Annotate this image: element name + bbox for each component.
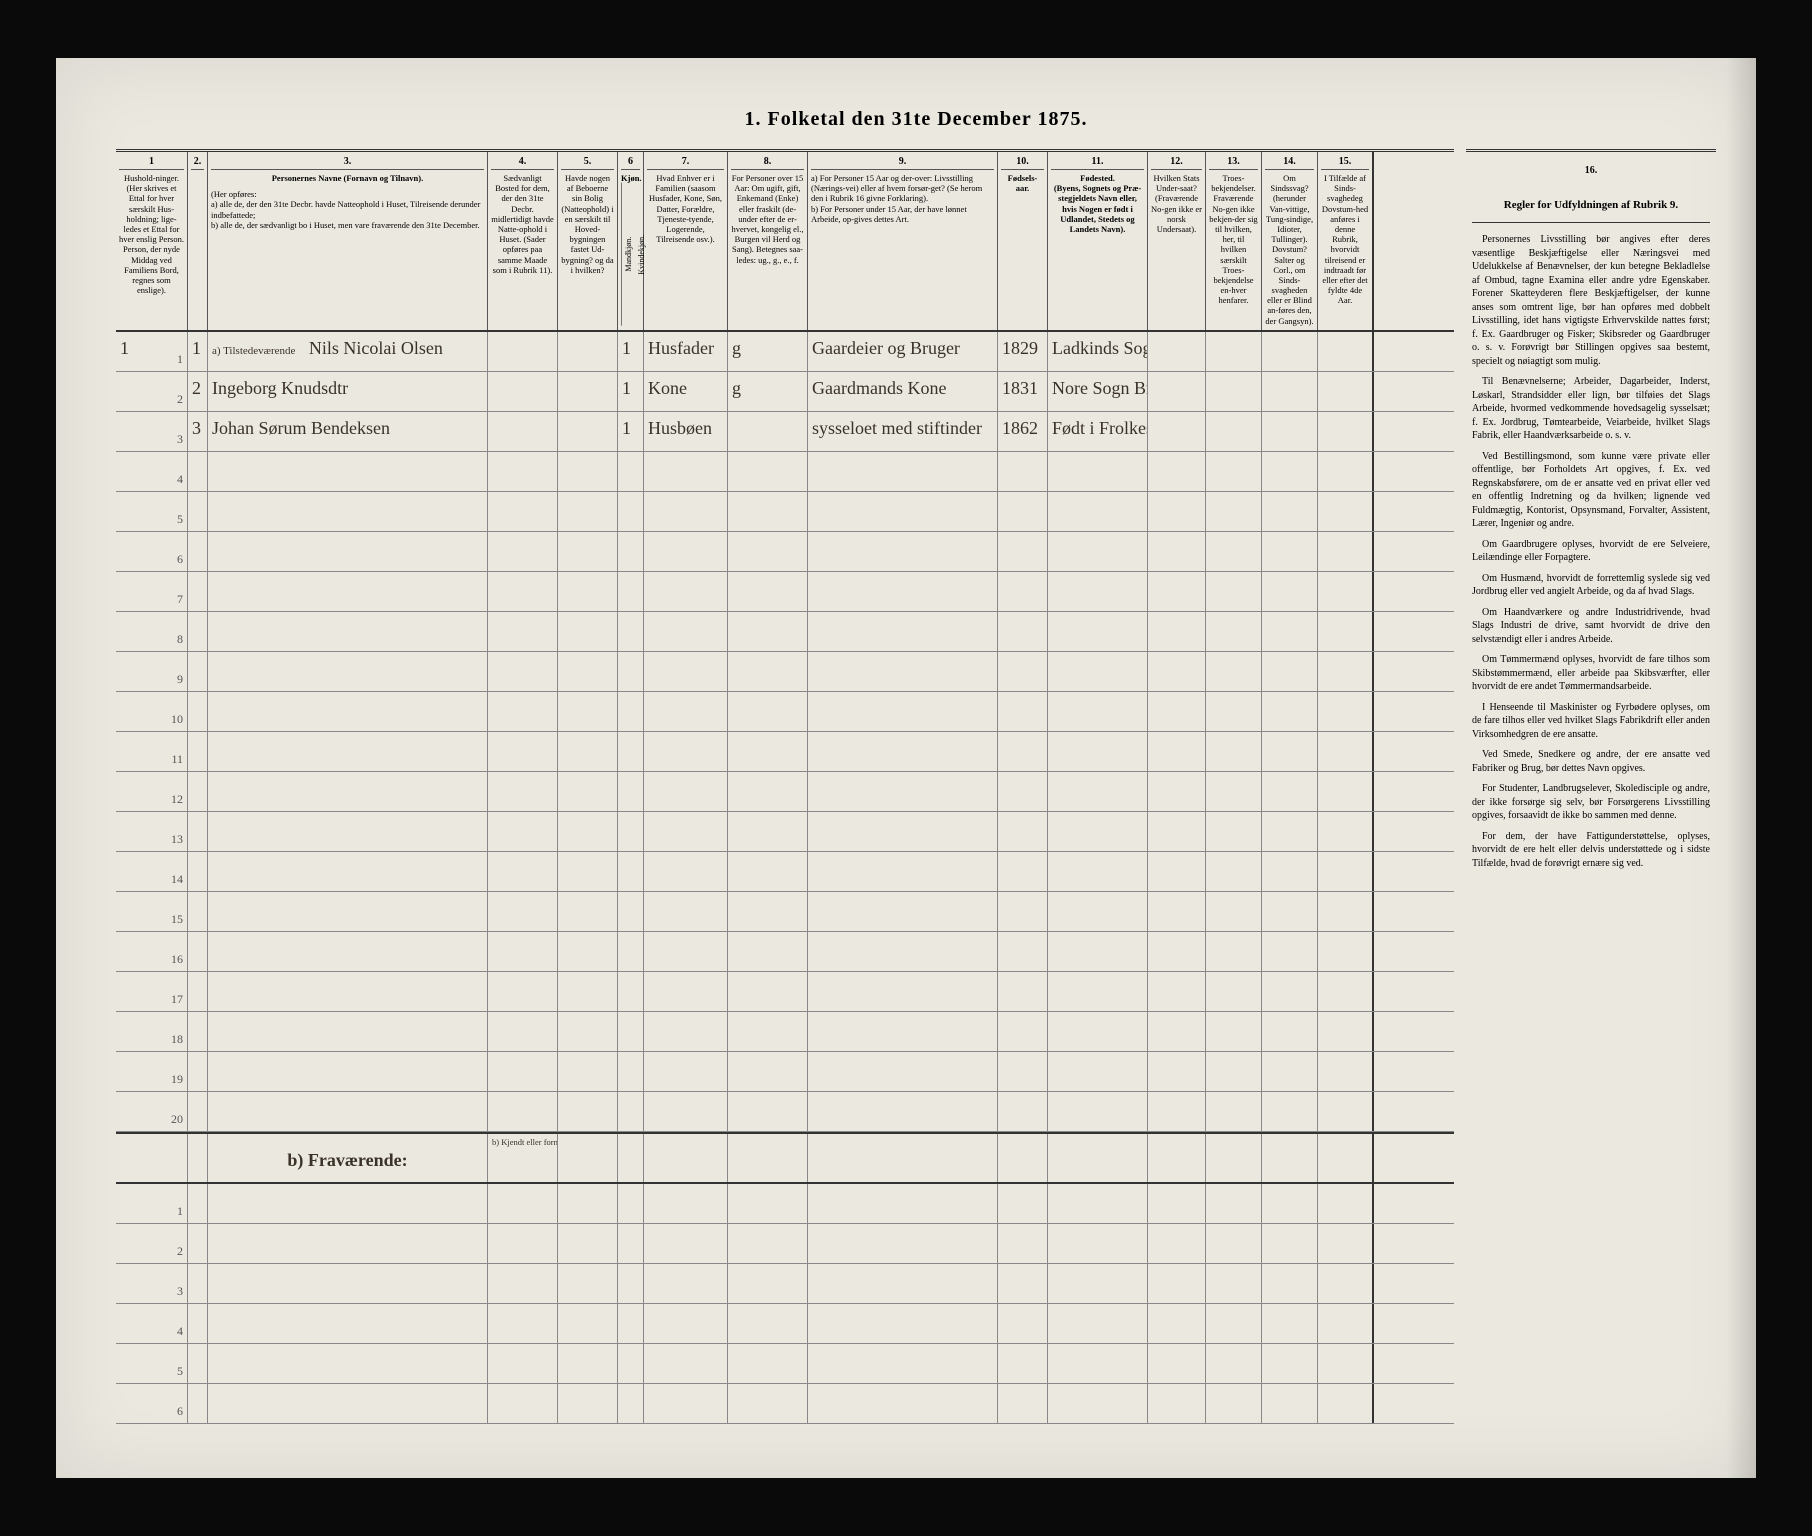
table-row: 5	[116, 1344, 1454, 1384]
table-row: 16	[116, 932, 1454, 972]
instruction-paragraph: Ved Bestillingsmond, som kunne være priv…	[1472, 450, 1710, 531]
colnum-4: 4.	[491, 156, 554, 170]
table-row: 5	[116, 492, 1454, 532]
colnum-8: 8.	[731, 156, 804, 170]
table-row: 17	[116, 972, 1454, 1012]
instruction-paragraph: I Henseende til Maskinister og Fyrbødere…	[1472, 701, 1710, 742]
instruction-paragraph: Personernes Livsstilling bør angives eft…	[1472, 233, 1710, 368]
colhead-5: Havde nogen af Beboerne sin Bolig (Natte…	[561, 173, 614, 275]
table-row: 6	[116, 532, 1454, 572]
colnum-15: 15.	[1321, 156, 1369, 170]
colhead-4: Sædvanligt Bosted for dem, der den 31te …	[491, 173, 554, 275]
colhead-9: a) For Personer 15 Aar og der-over: Livs…	[811, 173, 994, 224]
table-row: 2	[116, 1224, 1454, 1264]
table-row: 11	[116, 732, 1454, 772]
colnum-13: 13.	[1209, 156, 1258, 170]
colnum-7: 7.	[647, 156, 724, 170]
table-row: 111a) Tilstedeværende Nils Nicolai Olsen…	[116, 332, 1454, 372]
instruction-paragraph: Om Husmænd, hvorvidt de forrettemlig sys…	[1472, 572, 1710, 599]
instruction-paragraph: Ved Smede, Snedkere og andre, der ere an…	[1472, 748, 1710, 775]
section-b-col4: b) Kjendt eller formodet Opholdssted.	[488, 1134, 558, 1182]
table-row: 22Ingeborg Knudsdtr1KonegGaardmands Kone…	[116, 372, 1454, 412]
table-row: 6	[116, 1384, 1454, 1424]
instructions-body: Personernes Livsstilling bør angives eft…	[1472, 233, 1710, 870]
instructions-column: 16. Regler for Udfyldningen af Rubrik 9.…	[1466, 149, 1716, 1424]
table-row: 4	[116, 1304, 1454, 1344]
colsub-6m: Mandkjøn.	[621, 183, 635, 326]
instruction-paragraph: Om Haandværkere og andre Industridrivend…	[1472, 606, 1710, 647]
rows-absent: 123456	[116, 1184, 1454, 1424]
colhead-11: Fødested. (Byens, Sognets og Præ-stegjel…	[1051, 173, 1144, 234]
table-row: 9	[116, 652, 1454, 692]
section-b-label: b) Fraværende:	[208, 1134, 488, 1182]
page-title: 1. Folketal den 31te December 1875.	[116, 108, 1716, 131]
colnum-3: 3.	[211, 156, 484, 170]
ledger-table: 1 Hushold-ninger. (Her skrives et Ettal f…	[116, 149, 1454, 1424]
rows-present: 111a) Tilstedeværende Nils Nicolai Olsen…	[116, 332, 1454, 1132]
table-row: 14	[116, 852, 1454, 892]
table-row: 10	[116, 692, 1454, 732]
colhead-15: I Tilfælde af Sinds-svaghedeg Dovstum-he…	[1321, 173, 1369, 305]
colnum-14: 14.	[1265, 156, 1314, 170]
table-row: 13	[116, 812, 1454, 852]
table-row: 15	[116, 892, 1454, 932]
colnum-6: 6	[621, 156, 640, 170]
table-row: 7	[116, 572, 1454, 612]
colhead-12: Hvilken Stats Under-saat? (Fraværende No…	[1151, 173, 1202, 234]
colnum-16: 16.	[1472, 164, 1710, 178]
content-area: 1 Hushold-ninger. (Her skrives et Ettal f…	[116, 149, 1716, 1424]
colhead-16: Regler for Udfyldningen af Rubrik 9.	[1472, 198, 1710, 213]
table-row: 3	[116, 1264, 1454, 1304]
colhead-1: Hushold-ninger. (Her skrives et Ettal fo…	[119, 173, 184, 295]
colnum-1: 1	[119, 156, 184, 170]
table-row: 19	[116, 1052, 1454, 1092]
table-row: 12	[116, 772, 1454, 812]
table-row: 1	[116, 1184, 1454, 1224]
col16-header: 16. Regler for Udfyldningen af Rubrik 9.	[1472, 158, 1710, 223]
instruction-paragraph: Til Benævnelserne; Arbeider, Dagarbeider…	[1472, 375, 1710, 443]
colhead-7: Hvad Enhver er i Familien (saasom Husfad…	[647, 173, 724, 244]
table-row: 4	[116, 452, 1454, 492]
colhead-3: Personernes Navne (Fornavn og Tilnavn).	[211, 173, 484, 183]
table-row: 20	[116, 1092, 1454, 1132]
colsub-3: (Her opføres: a) alle de, der den 31te D…	[211, 189, 484, 230]
colnum-2: 2.	[191, 156, 204, 170]
colhead-8: For Personer over 15 Aar: Om ugift, gift…	[731, 173, 804, 265]
census-page: 1. Folketal den 31te December 1875. 1 Hus…	[56, 58, 1756, 1478]
colnum-12: 12.	[1151, 156, 1202, 170]
colhead-10: Fødsels-aar.	[1001, 173, 1044, 193]
colnum-9: 9.	[811, 156, 994, 170]
colsub-6k: Kvindekjøn.	[635, 183, 648, 326]
colnum-11: 11.	[1051, 156, 1144, 170]
colhead-6: Kjøn.	[621, 173, 640, 183]
colhead-14: Om Sindssvag? (herunder Van-vittige, Tun…	[1265, 173, 1314, 326]
table-row: 8	[116, 612, 1454, 652]
colnum-5: 5.	[561, 156, 614, 170]
section-b-header: b) Fraværende: b) Kjendt eller formodet …	[116, 1132, 1454, 1184]
table-row: 18	[116, 1012, 1454, 1052]
instruction-paragraph: Om Tømmermænd oplyses, hvorvidt de fare …	[1472, 653, 1710, 694]
colnum-10: 10.	[1001, 156, 1044, 170]
instruction-paragraph: For dem, der have Fattigunderstøttelse, …	[1472, 830, 1710, 871]
instruction-paragraph: Om Gaardbrugere oplyses, hvorvidt de ere…	[1472, 538, 1710, 565]
column-headers: 1 Hushold-ninger. (Her skrives et Ettal f…	[116, 152, 1454, 332]
table-row: 33Johan Sørum Bendeksen1Husbøensysseloet…	[116, 412, 1454, 452]
instruction-paragraph: For Studenter, Landbrugselever, Skoledis…	[1472, 782, 1710, 823]
colhead-13: Troes-bekjendelser. Fraværende No-gen ik…	[1209, 173, 1258, 305]
